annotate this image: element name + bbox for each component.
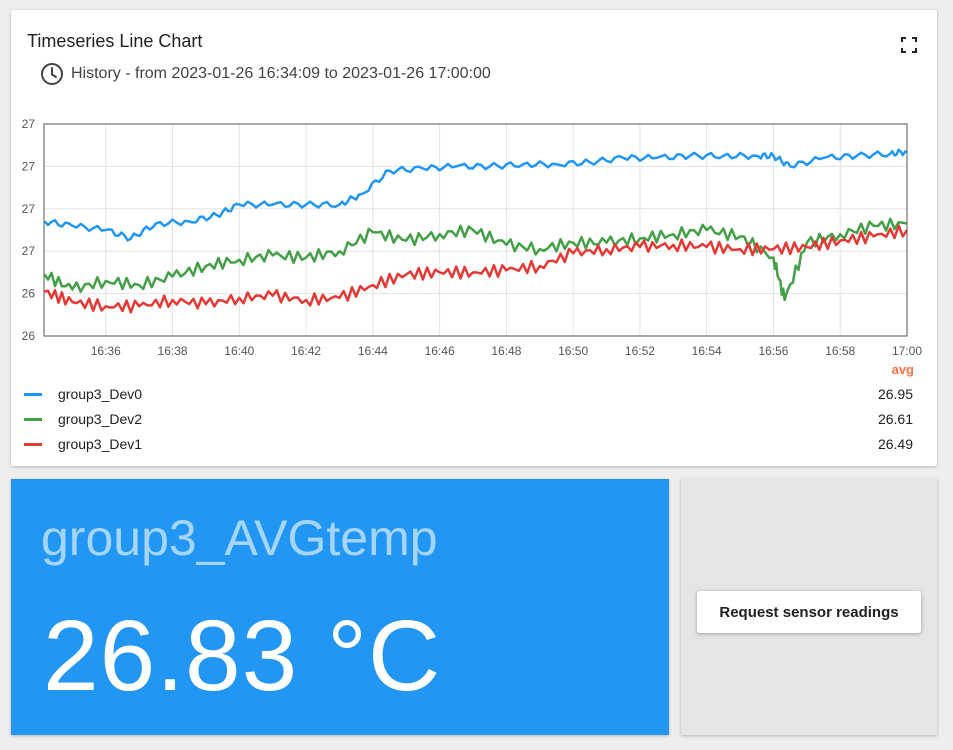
y-tick-label: 27 (22, 244, 36, 258)
x-tick-label: 16:38 (158, 344, 188, 358)
request-sensor-readings-button[interactable]: Request sensor readings (697, 591, 921, 633)
y-tick-label: 26 (22, 287, 36, 301)
y-tick-label: 26 (22, 329, 36, 343)
series-line-group3_Dev0 (43, 148, 908, 242)
legend-series-name: group3_Dev2 (58, 411, 143, 427)
x-tick-label: 16:52 (625, 344, 655, 358)
x-tick-label: 16:46 (425, 344, 455, 358)
legend-series-avg: 26.49 (877, 436, 913, 452)
x-tick-label: 16:48 (491, 344, 521, 358)
chart-series (43, 148, 909, 314)
plot-frame (43, 123, 908, 337)
chart-grid (44, 123, 908, 337)
history-range: History - from 2023-01-26 16:34:09 to 20… (40, 62, 491, 86)
history-range-text: History - from 2023-01-26 16:34:09 to 20… (71, 65, 491, 82)
x-tick-label: 16:56 (758, 344, 788, 358)
legend-series-avg: 26.95 (877, 386, 913, 402)
avg-temp-title: group3_AVGtemp (41, 510, 438, 566)
x-tick-label: 16:40 (224, 344, 254, 358)
avg-temp-value: 26.83 °C (43, 600, 442, 712)
x-tick-label: 16:58 (825, 344, 855, 358)
x-axis-ticks: 16:36 16:38 16:40 16:42 16:44 16:46 16:48 16:50… (91, 344, 923, 358)
timeseries-chart-card: Timeseries Line Chart History - from 202… (11, 10, 937, 466)
request-card: Request sensor readings (681, 479, 937, 735)
legend-series-avg: 26.61 (877, 411, 913, 427)
x-tick-label: 16:50 (558, 344, 588, 358)
fullscreen-icon[interactable] (901, 37, 917, 53)
x-tick-label: 16:36 (91, 344, 121, 358)
legend-row[interactable]: group3_Dev1 26.49 (11, 434, 937, 454)
x-tick-label: 16:42 (291, 344, 321, 358)
y-axis-ticks: 26 26 27 27 27 27 (22, 117, 36, 343)
avg-temp-card: group3_AVGtemp 26.83 °C (11, 479, 669, 735)
legend-avg-header: avg (891, 362, 914, 377)
x-tick-label: 17:00 (892, 344, 922, 358)
chart-card-title: Timeseries Line Chart (27, 31, 203, 51)
legend-row[interactable]: group3_Dev2 26.61 (11, 409, 937, 429)
legend-series-name: group3_Dev1 (58, 436, 143, 452)
y-tick-label: 27 (22, 202, 36, 216)
legend-swatch (24, 442, 42, 446)
series-line-group3_Dev1 (44, 224, 909, 314)
y-tick-label: 27 (22, 117, 36, 131)
x-tick-label: 16:44 (358, 344, 388, 358)
series-line-group3_Dev2 (43, 217, 908, 302)
legend-series-name: group3_Dev0 (58, 386, 143, 402)
y-tick-label: 27 (22, 159, 36, 173)
legend-swatch (24, 392, 42, 396)
clock-icon (41, 63, 63, 85)
x-tick-label: 16:54 (692, 344, 722, 358)
legend-swatch (24, 417, 42, 421)
legend-row[interactable]: group3_Dev0 26.95 (11, 384, 937, 404)
